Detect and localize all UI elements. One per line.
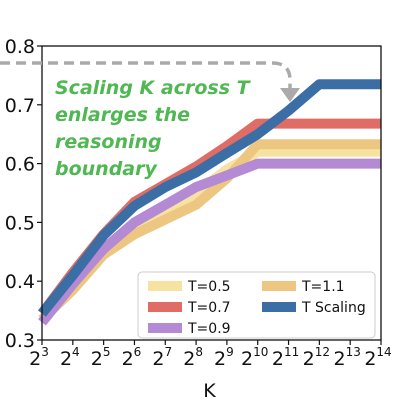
x-tick-label: 24 xyxy=(60,345,80,370)
legend-swatch xyxy=(148,281,182,291)
x-tick-label: 26 xyxy=(122,345,142,370)
annotation: Scaling K across T enlarges the reasoning b… xyxy=(0,61,300,180)
x-tick-label: 210 xyxy=(241,345,268,370)
annotation-line: boundary xyxy=(55,158,158,180)
series-line-t-scaling xyxy=(38,79,381,317)
x-tick-label: 27 xyxy=(152,345,172,370)
y-tick-label: 0.4 xyxy=(5,271,35,293)
axis-ticks: 23 24 25 26 27 28 29 210 211 212 213 214 0.3 0.4 0.5 0.… xyxy=(5,36,392,370)
y-tick-label: 0.8 xyxy=(5,36,35,58)
legend-label: T=0.9 xyxy=(187,321,231,337)
x-axis-label: K xyxy=(203,380,216,402)
x-tick-label: 214 xyxy=(364,345,391,370)
x-tick-label: 28 xyxy=(183,345,203,370)
legend-label: T=0.7 xyxy=(187,300,231,316)
legend-swatch xyxy=(262,302,296,312)
annotation-line: enlarges the xyxy=(55,104,190,126)
annotation-line: reasoning xyxy=(55,131,162,153)
annotation-arrowhead xyxy=(280,88,300,102)
legend-label: T=0.5 xyxy=(187,279,231,295)
x-tick-label: 213 xyxy=(333,345,360,370)
annotation-line: Scaling K across T xyxy=(55,77,252,99)
legend-label: T Scaling xyxy=(301,300,366,316)
legend-box xyxy=(137,271,376,339)
series-lines xyxy=(37,79,381,326)
y-tick-label: 0.7 xyxy=(5,95,35,117)
x-tick-label: 25 xyxy=(91,345,111,370)
series-line-t-0-9 xyxy=(38,158,381,326)
legend-label: T=1.1 xyxy=(301,279,345,295)
x-tick-label: 29 xyxy=(214,345,234,370)
legend: T=0.5 T=0.7 T=0.9 T=1.1 T Scaling xyxy=(137,271,376,339)
x-tick-label: 211 xyxy=(272,345,299,370)
y-tick-label: 0.5 xyxy=(5,212,35,234)
legend-swatch xyxy=(262,281,296,291)
legend-swatch xyxy=(148,302,182,312)
x-tick-label: 23 xyxy=(29,345,49,370)
y-tick-label: 0.6 xyxy=(5,154,35,176)
annotation-arrow xyxy=(0,61,292,92)
legend-swatch xyxy=(148,323,182,333)
y-tick-label: 0.3 xyxy=(5,330,35,352)
plot-frame xyxy=(41,45,382,341)
x-tick-label: 212 xyxy=(303,345,330,370)
